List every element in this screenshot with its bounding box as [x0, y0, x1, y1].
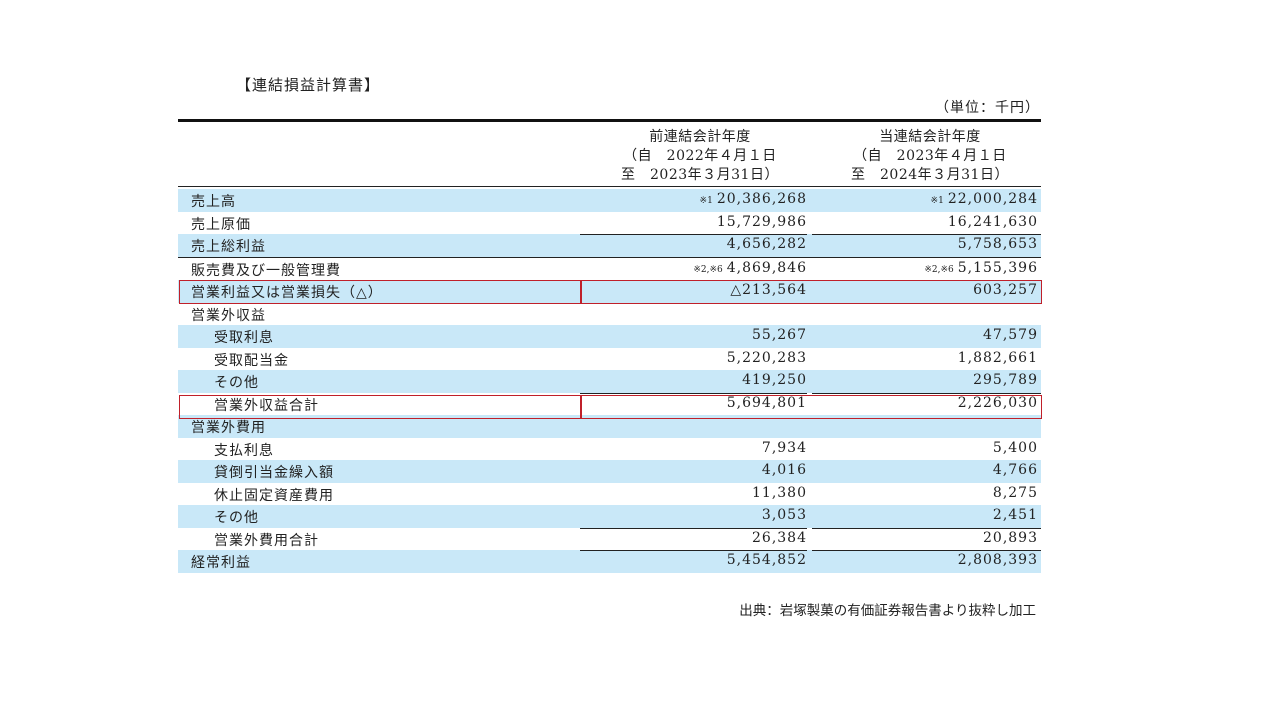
subtotal-rule — [580, 234, 807, 235]
cur-amount: 2,226,030 — [957, 394, 1038, 411]
footnote-mark: ※2,※6 — [693, 264, 723, 275]
statement-title: 【連結損益計算書】 — [236, 76, 381, 94]
income-statement-table: 売上高 ※1 20,386,268 ※1 22,000,284 売上原価 15,72… — [178, 189, 1041, 573]
prev-amount: △213,564 — [730, 282, 807, 298]
row-label: 支払利息 — [214, 442, 274, 459]
subtotal-rule — [812, 280, 1041, 281]
table-top-rule — [178, 119, 1041, 122]
section-heading: 営業外費用 — [191, 420, 266, 436]
prev-amount: 26,384 — [752, 529, 807, 546]
cur-amount: 295,789 — [973, 372, 1038, 388]
subtotal-rule — [812, 527, 1041, 529]
table-row: 営業外費用合計 26,384 20,893 — [178, 527, 1041, 551]
cur-period-title: 当連結会計年度 — [879, 129, 981, 145]
row-label: 受取利息 — [214, 330, 274, 346]
cur-amount: 5,400 — [992, 439, 1038, 456]
prev-amount: 4,869,846 — [726, 259, 807, 276]
prev-amount: 5,220,283 — [726, 349, 807, 366]
table-row: 営業外収益 — [178, 303, 1041, 326]
prev-value: ※1 20,386,268 — [700, 191, 807, 207]
subtotal-rule — [580, 527, 807, 529]
prev-period-from: （自 2022年４月１日 — [623, 148, 777, 164]
prev-amount: 15,729,986 — [716, 213, 807, 230]
subtotal-rule — [580, 280, 807, 281]
prev-amount: 55,267 — [752, 327, 807, 343]
prev-amount: 5,694,801 — [726, 394, 807, 411]
subtotal-rule — [812, 234, 1041, 235]
cur-value: ※2,※6 5,155,396 — [924, 260, 1038, 276]
row-label: 営業外収益合計 — [214, 397, 319, 414]
column-header-prev: 前連結会計年度 （自 2022年４月１日 至 2023年３月31日） — [600, 128, 800, 185]
prev-amount: 11,380 — [752, 484, 807, 501]
cur-amount: 1,882,661 — [957, 349, 1038, 366]
footnote-mark: ※2,※6 — [924, 264, 954, 275]
row-label: 経常利益 — [191, 555, 251, 571]
prev-period-title: 前連結会計年度 — [649, 129, 751, 145]
table-row: 売上総利益 4,656,282 5,758,653 — [178, 234, 1041, 257]
cur-amount: 5,758,653 — [957, 236, 1038, 252]
row-label: その他 — [214, 510, 259, 526]
table-row: 支払利息 7,934 5,400 — [178, 438, 1041, 461]
cur-amount: 22,000,284 — [947, 191, 1038, 207]
row-label: 休止固定資産費用 — [214, 487, 334, 504]
cur-period-from: （自 2023年４月１日 — [853, 148, 1007, 164]
column-header-cur: 当連結会計年度 （自 2023年４月１日 至 2024年３月31日） — [830, 128, 1030, 185]
header-rule — [178, 186, 1041, 187]
table-row: 経常利益 5,454,852 2,808,393 — [178, 550, 1041, 573]
prev-amount: 20,386,268 — [716, 191, 807, 207]
prev-amount: 4,016 — [761, 462, 807, 478]
prev-amount: 5,454,852 — [726, 552, 807, 568]
prev-amount: 419,250 — [742, 372, 807, 388]
row-label: 貸倒引当金繰入額 — [214, 465, 334, 481]
prev-value: ※2,※6 4,869,846 — [693, 260, 807, 276]
cur-amount: 603,257 — [973, 282, 1038, 298]
cur-amount: 20,893 — [983, 529, 1038, 546]
table-row: 売上高 ※1 20,386,268 ※1 22,000,284 — [178, 189, 1041, 212]
row-label: その他 — [214, 375, 259, 391]
table-row: その他 419,250 295,789 — [178, 370, 1041, 393]
subtotal-rule — [580, 550, 807, 551]
table-row: 受取配当金 5,220,283 1,882,661 — [178, 348, 1041, 371]
row-label: 販売費及び一般管理費 — [191, 262, 341, 279]
cur-amount: 2,808,393 — [957, 552, 1038, 568]
subtotal-rule — [812, 550, 1041, 551]
table-row: 受取利息 55,267 47,579 — [178, 325, 1041, 348]
table-row: 貸倒引当金繰入額 4,016 4,766 — [178, 460, 1041, 483]
cur-amount: 16,241,630 — [947, 213, 1038, 230]
prev-period-to: 至 2023年３月31日） — [621, 167, 779, 183]
row-label: 営業外費用合計 — [214, 532, 319, 549]
section-heading: 営業外収益 — [191, 307, 266, 324]
prev-amount: 4,656,282 — [726, 236, 807, 252]
unit-label: （単位：千円） — [935, 100, 1040, 116]
table-row: 営業外収益合計 5,694,801 2,226,030 — [178, 392, 1041, 416]
table-row: 休止固定資産費用 11,380 8,275 — [178, 483, 1041, 506]
table-row: 販売費及び一般管理費 ※2,※6 4,869,846 ※2,※6 5,155,396 — [178, 256, 1041, 281]
table-row: その他 3,053 2,451 — [178, 505, 1041, 528]
cur-amount: 2,451 — [992, 507, 1038, 523]
cur-value: ※1 22,000,284 — [931, 191, 1038, 207]
cur-amount: 5,155,396 — [957, 259, 1038, 276]
prev-amount: 3,053 — [761, 507, 807, 523]
row-label: 売上総利益 — [191, 239, 266, 255]
table-row: 営業外費用 — [178, 415, 1041, 438]
cur-period-to: 至 2024年３月31日） — [851, 167, 1009, 183]
footnote-mark: ※1 — [699, 196, 713, 206]
row-label: 受取配当金 — [214, 352, 289, 369]
source-note: 出典：岩塚製菓の有価証券報告書より抜粋し加工 — [739, 603, 1036, 619]
prev-amount: 7,934 — [761, 439, 807, 456]
row-label: 売上高 — [191, 194, 236, 210]
cur-amount: 8,275 — [992, 484, 1038, 501]
table-row: 売上原価 15,729,986 16,241,630 — [178, 212, 1041, 235]
row-label: 売上原価 — [191, 216, 251, 233]
cur-amount: 4,766 — [992, 462, 1038, 478]
footnote-mark: ※1 — [930, 196, 944, 206]
subtotal-rule — [812, 392, 1041, 394]
table-row: 営業利益又は営業損失（△） △213,564 603,257 — [178, 280, 1041, 303]
cur-amount: 47,579 — [983, 327, 1038, 343]
row-label: 営業利益又は営業損失（△） — [191, 285, 383, 301]
subtotal-rule — [580, 392, 807, 394]
